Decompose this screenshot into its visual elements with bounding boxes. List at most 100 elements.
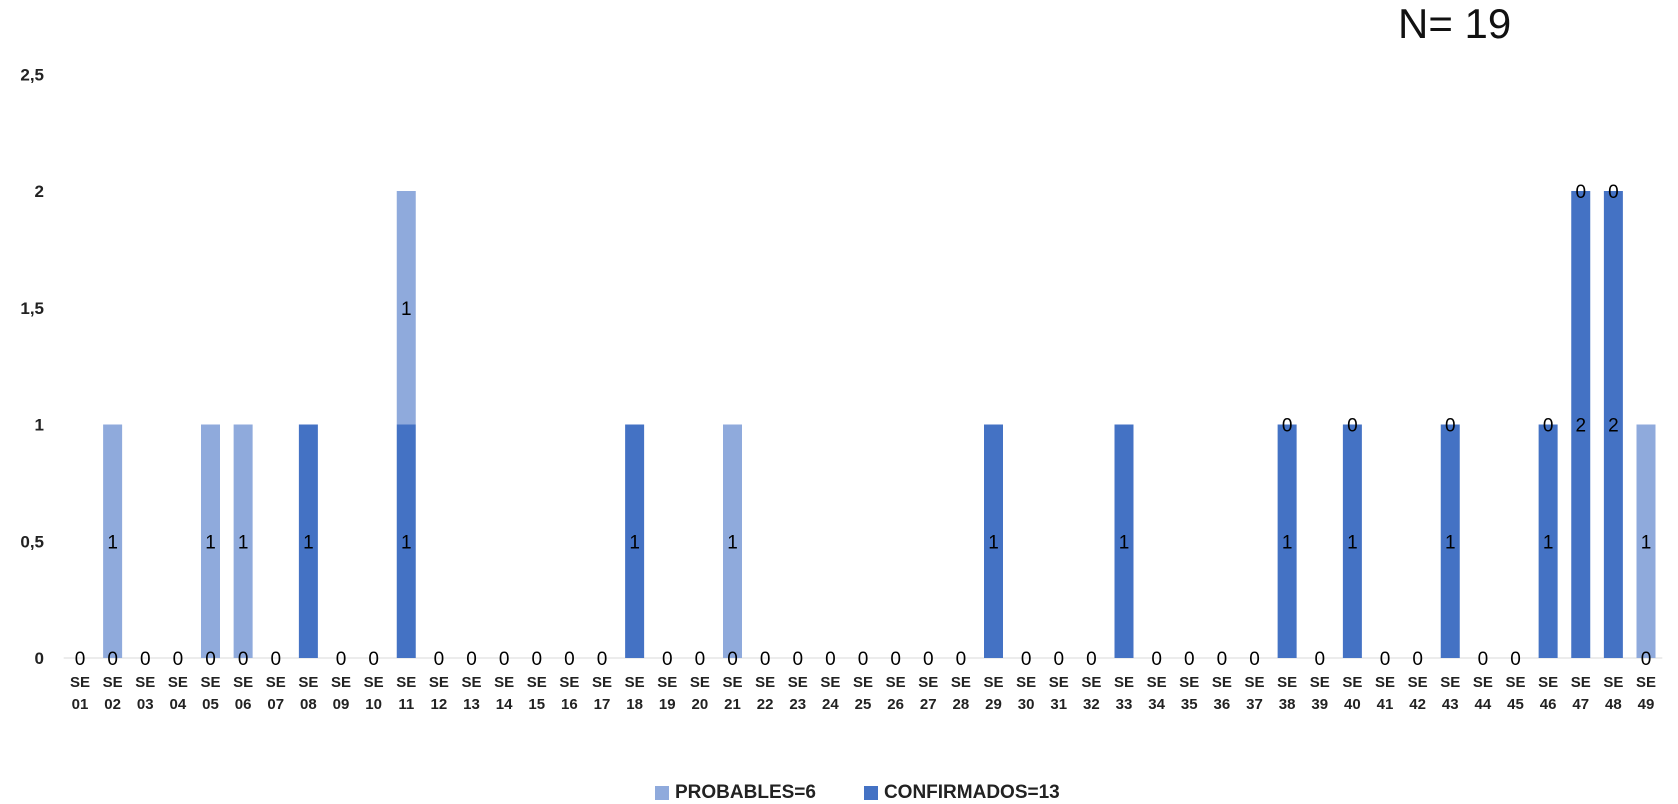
y-axis: 0 0,5 1 1,5 2 2,5	[20, 65, 44, 668]
x-tick-label: SE 39	[1310, 674, 1330, 713]
x-tick-label: SE 36	[1212, 674, 1232, 713]
x-tick-label: SE 15	[527, 674, 547, 713]
data-label-probables: 0	[1347, 416, 1358, 437]
data-label-probables: 0	[662, 649, 673, 670]
data-label-probables: 0	[368, 649, 379, 670]
bars-group	[103, 191, 1656, 658]
x-tick-label: SE 19	[657, 674, 677, 713]
x-tick-label: SE 10	[364, 674, 384, 713]
data-label-probables: 0	[825, 649, 836, 670]
x-tick-label: SE 31	[1049, 674, 1069, 713]
data-label-probables: 0	[1151, 649, 1162, 670]
x-tick-label: SE 23	[788, 674, 808, 713]
bar-probables	[396, 191, 416, 425]
x-tick-label: SE 14	[494, 674, 514, 713]
data-label-probables: 0	[1445, 416, 1456, 437]
data-label-probables: 0	[336, 649, 347, 670]
data-label-confirmados: 0	[1641, 649, 1652, 670]
x-tick-label: SE 41	[1375, 674, 1395, 713]
y-tick-label: 2,5	[20, 65, 44, 84]
bar-probables	[1636, 424, 1656, 658]
bar-confirmados	[1571, 191, 1591, 658]
data-label-probables: 0	[1575, 182, 1586, 203]
x-tick-label: SE 01	[70, 674, 90, 713]
data-label-probables: 0	[1510, 649, 1521, 670]
data-label-confirmados: 0	[727, 649, 738, 670]
x-tick-label: SE 21	[722, 674, 742, 713]
x-tick-label: SE 06	[233, 674, 253, 713]
data-label-confirmados: 1	[988, 532, 999, 553]
data-label-probables: 0	[1380, 649, 1391, 670]
x-tick-label: SE 38	[1277, 674, 1297, 713]
bar-probables	[723, 424, 742, 658]
x-tick-label: SE 45	[1505, 674, 1525, 713]
data-label-probables: 0	[564, 649, 575, 670]
data-label-probables: 0	[1314, 649, 1325, 670]
x-tick-label: SE 27	[918, 674, 938, 713]
data-label-probables: 0	[173, 649, 184, 670]
data-label-probables: 0	[270, 649, 281, 670]
data-label-confirmados: 1	[1543, 532, 1554, 553]
data-label-probables: 0	[1217, 649, 1228, 670]
x-tick-label: SE 07	[266, 674, 286, 713]
x-tick-label: SE 32	[1081, 674, 1101, 713]
data-label-probables: 0	[956, 649, 967, 670]
bar-probables	[233, 424, 253, 658]
data-label-probables: 1	[401, 299, 412, 320]
y-tick-label: 1	[35, 416, 44, 435]
bar-probables	[201, 424, 220, 658]
total-count-annotation: N= 19	[1398, 0, 1512, 47]
x-tick-label: SE 20	[690, 674, 710, 713]
y-tick-label: 0,5	[20, 532, 44, 551]
bar-confirmados	[1603, 191, 1623, 658]
data-label-confirmados: 0	[238, 649, 249, 670]
x-tick-label: SE 11	[396, 674, 416, 713]
data-label-probables: 0	[1478, 649, 1489, 670]
x-tick-label: SE 35	[1179, 674, 1199, 713]
data-label-probables: 0	[434, 649, 445, 670]
data-label-probables: 1	[1641, 532, 1652, 553]
data-label-probables: 0	[597, 649, 608, 670]
x-tick-label: SE 44	[1473, 674, 1493, 713]
x-axis-ticks: SE 01 SE 02 SE 03 SE 04 SE 05 SE 06 SE 07 SE 08 SE 09 SE 10…	[70, 674, 1656, 713]
data-label-probables: 0	[75, 649, 86, 670]
x-tick-label: SE 26	[886, 674, 906, 713]
data-label-confirmados: 1	[629, 532, 640, 553]
data-label-probables: 0	[1543, 416, 1554, 437]
data-label-confirmados: 1	[1119, 532, 1130, 553]
x-tick-label: SE 18	[625, 674, 645, 713]
data-label-confirmados: 2	[1575, 416, 1586, 437]
x-tick-label: SE 48	[1603, 674, 1623, 713]
x-tick-label: SE 03	[135, 674, 155, 713]
x-tick-label: SE 09	[331, 674, 351, 713]
data-label-probables: 0	[695, 649, 706, 670]
bar-confirmados	[625, 424, 645, 658]
x-tick-label: SE 25	[853, 674, 873, 713]
x-tick-label: SE 04	[168, 674, 188, 713]
bar-confirmados	[298, 424, 318, 658]
x-tick-label: SE 29	[983, 674, 1003, 713]
legend-label-confirmados: CONFIRMADOS=13	[883, 782, 1060, 803]
data-label-probables: 0	[1282, 416, 1293, 437]
x-tick-label: SE 17	[592, 674, 612, 713]
y-tick-label: 2	[35, 182, 44, 201]
x-tick-label: SE 22	[755, 674, 775, 713]
bar-confirmados	[396, 424, 416, 658]
data-label-probables: 0	[1412, 649, 1423, 670]
x-tick-label: SE 13	[461, 674, 481, 713]
x-tick-label: SE 37	[1244, 674, 1264, 713]
x-tick-label: SE 05	[200, 674, 220, 713]
bar-confirmados	[1538, 424, 1558, 658]
bar-confirmados	[1277, 424, 1297, 658]
bar-confirmados	[1440, 424, 1460, 658]
data-label-probables: 0	[531, 649, 542, 670]
legend-swatch-probables	[655, 786, 669, 800]
data-label-probables: 1	[205, 532, 216, 553]
x-tick-label: SE 08	[298, 674, 318, 713]
data-label-probables: 1	[107, 532, 118, 553]
data-label-confirmados: 1	[1347, 532, 1358, 553]
x-tick-label: SE 28	[951, 674, 971, 713]
x-tick-label: SE 12	[429, 674, 449, 713]
data-label-probables: 0	[1053, 649, 1064, 670]
